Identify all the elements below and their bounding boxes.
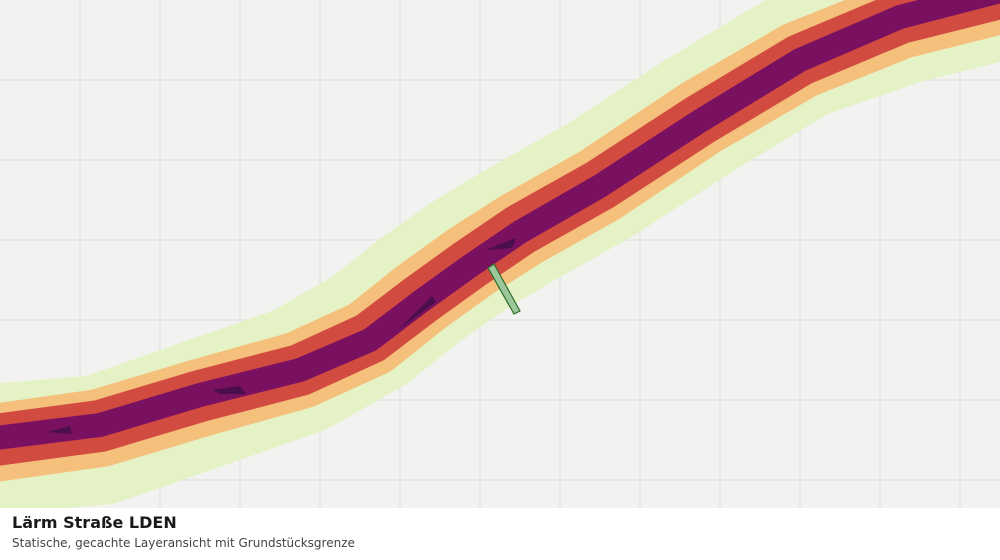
hotspots xyxy=(48,238,516,434)
parcel-boundary[interactable] xyxy=(487,263,521,315)
map-canvas[interactable] xyxy=(0,0,1000,508)
band-very-high xyxy=(0,0,1000,450)
layer-subtitle: Statische, gecachte Layeransicht mit Gru… xyxy=(12,536,355,550)
layer-title: Lärm Straße LDEN xyxy=(12,513,177,532)
noise-bands xyxy=(0,0,1000,508)
